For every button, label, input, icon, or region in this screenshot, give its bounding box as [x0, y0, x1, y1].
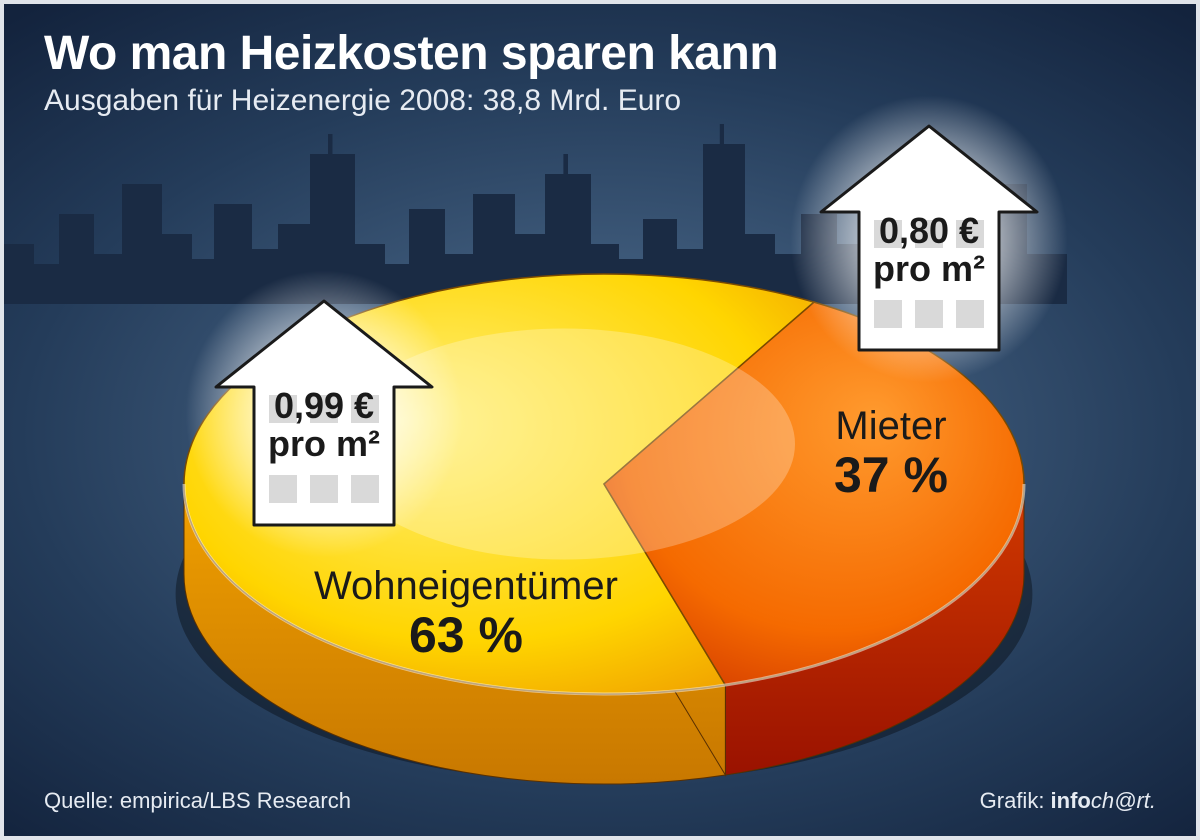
source-line: Quelle: empirica/LBS Research [44, 788, 351, 814]
segment-percent: 63 % [314, 608, 618, 663]
segment-name: Wohneigentümer [314, 564, 618, 608]
callout-text: 0,99 € pro m² [214, 387, 434, 463]
callout-value: 0,99 € [274, 385, 374, 426]
segment-label-renters: Mieter 37 % [834, 404, 948, 503]
callout-house-owners: 0,99 € pro m² [214, 299, 434, 529]
credit-brand: infoch@rt. [1051, 788, 1156, 813]
callout-house-renters: 0,80 € pro m² [819, 124, 1039, 354]
credit-prefix: Grafik: [980, 788, 1051, 813]
segment-label-owners: Wohneigentümer 63 % [314, 564, 618, 663]
source-text: empirica/LBS Research [120, 788, 351, 813]
callout-unit: pro m² [873, 248, 985, 289]
callout-value: 0,80 € [879, 210, 979, 251]
callout-unit: pro m² [268, 423, 380, 464]
callout-text: 0,80 € pro m² [819, 212, 1039, 288]
segment-percent: 37 % [834, 448, 948, 503]
source-prefix: Quelle: [44, 788, 120, 813]
graphic-credit: Grafik: infoch@rt. [980, 788, 1156, 814]
segment-name: Mieter [834, 404, 948, 448]
infographic-frame: Wo man Heizkosten sparen kann Ausgaben f… [0, 0, 1200, 840]
